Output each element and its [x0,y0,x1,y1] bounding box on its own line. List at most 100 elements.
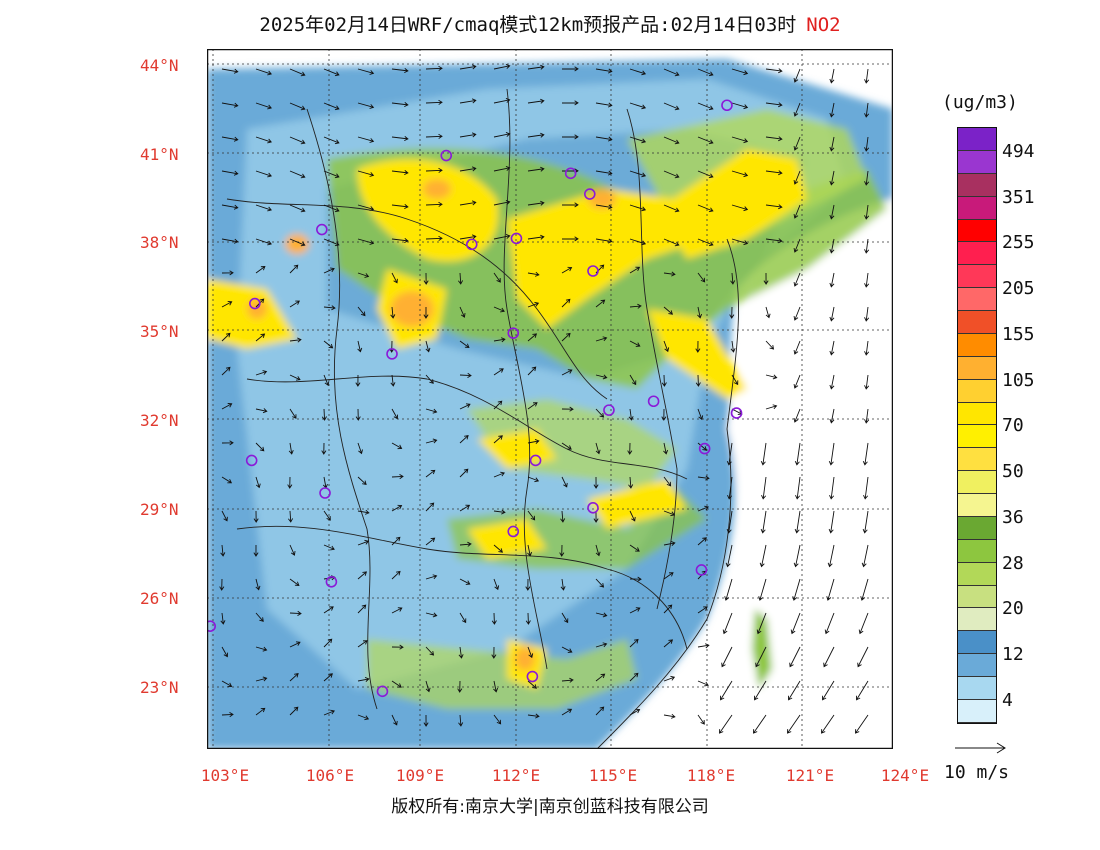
wind-arrow [758,578,767,601]
wind-arrow [255,646,268,652]
wind-arrow [391,474,404,480]
wind-arrow [790,612,801,635]
wind-arrow [628,408,634,421]
city-marker [386,348,398,360]
colorbar-segment [958,128,996,151]
wind-arrow [493,306,505,313]
wind-arrow [864,272,870,288]
wind-arrow [863,476,869,500]
wind-arrow [221,332,231,342]
graticule [207,49,893,749]
wind-arrow [221,476,233,484]
wind-arrow [724,578,733,601]
wind-arrow [323,510,331,521]
wind-arrow [289,102,306,111]
wind-arrow [731,136,749,144]
wind-arrow [663,639,674,648]
wind-arrow [795,476,801,500]
colorbar-label: 105 [1002,370,1035,391]
colorbar-segment [958,494,996,517]
wind-arrow [829,374,835,390]
wind-arrow [459,504,471,512]
colorbar-label: 36 [1002,507,1024,528]
wind-arrow [697,643,710,649]
city-marker [510,232,523,245]
colorbar-label: 494 [1002,141,1035,162]
wind-arrow [864,170,870,186]
wind-arrow [765,238,783,244]
colorbar-segment [958,356,996,380]
wind-arrow [793,238,801,253]
wind-arrow [323,238,340,247]
wind-arrow [423,714,429,727]
wind-arrow [561,476,568,488]
wind-reference-arrow-icon [955,742,1006,754]
colorbar-label: 70 [1002,415,1024,436]
colorbar-label: 20 [1002,598,1024,619]
wind-arrow [721,646,733,668]
wind-arrow [527,301,540,308]
lon-label-118e: 118°E [686,766,736,785]
wind-arrow [425,408,438,414]
wind-arrow [595,442,601,455]
wind-arrow [561,646,573,653]
wind-arrow [765,306,771,319]
wind-arrow [829,306,835,322]
wind-arrow [629,510,636,522]
wind-arrow [391,204,409,210]
wind-arrow [493,63,511,70]
wind-arrow [323,673,333,682]
wind-arrow [221,510,228,522]
wind-arrow [321,442,327,455]
colorbar-segment [958,402,996,426]
wind-arrow [561,406,574,412]
wind-arrow [595,299,606,308]
wind-arrow [221,646,229,658]
wind-arrow [759,544,767,568]
wind-arrow [357,640,368,648]
wind-arrow [595,374,608,380]
wind-arrow [829,170,835,186]
colorbar-segment [958,242,996,266]
wind-arrow [391,68,409,74]
wind-arrow [425,469,436,478]
wind-arrow [357,136,375,143]
wind-arrow [287,476,293,489]
wind-arrow [829,408,835,424]
wind-arrow [525,578,531,591]
wind-arrow [425,65,443,71]
title-species: NO2 [806,14,841,36]
wind-arrow [561,134,579,140]
colorbar-segment [958,516,996,540]
wind-arrow [793,306,801,321]
wind-arrow [829,238,835,254]
wind-arrow [527,510,536,521]
wind-arrow [855,714,869,734]
wind-arrow [697,272,706,283]
wind-vectors [219,63,870,734]
wind-arrow [493,165,511,172]
city-marker [583,188,596,200]
wind-arrow [289,544,296,556]
wind-arrow [826,578,835,601]
wind-arrow [731,68,749,76]
wind-arrow [289,238,306,247]
wind-arrow [527,234,545,240]
wind-arrow [355,374,361,387]
city-marker [316,223,328,236]
wind-arrow [629,374,637,386]
wind-arrow [760,510,767,534]
wind-arrow [221,712,234,718]
wind-arrow [793,68,801,83]
wind-arrow [559,544,565,557]
wind-arrow [560,510,566,523]
wind-arrow [221,403,233,410]
wind-arrow [560,578,566,591]
wind-arrow [527,680,537,689]
city-marker [465,238,478,251]
wind-arrow [321,408,327,421]
lat-label-35n: 35°N [140,322,179,341]
wind-arrow [829,476,835,500]
wind-arrow [323,374,330,386]
city-marker [376,685,389,698]
